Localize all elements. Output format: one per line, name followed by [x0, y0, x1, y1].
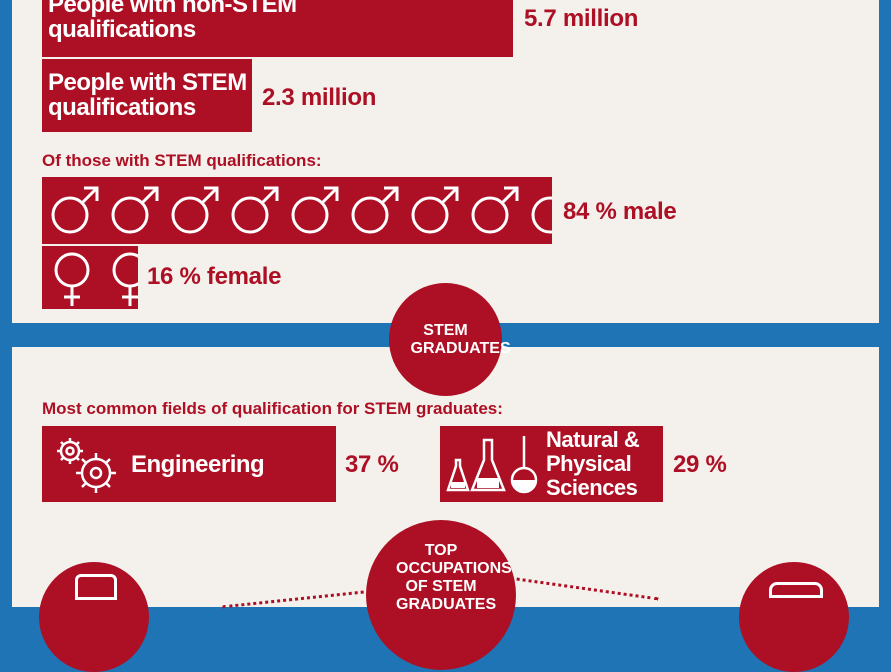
gears-icon — [57, 438, 116, 493]
engineering-value: 37 % — [345, 451, 399, 478]
male-symbol-icon — [531, 196, 552, 234]
dotted-connector-left — [222, 588, 382, 609]
male-symbol-icon — [111, 186, 159, 234]
stem-bar: People with STEM qualifications — [42, 59, 252, 132]
engineering-bar: Engineering — [42, 426, 336, 502]
occupation-left-icon — [75, 574, 117, 600]
sciences-value: 29 % — [673, 451, 727, 478]
fields-heading: Most common fields of qualification for … — [42, 399, 503, 418]
flasks-icon — [446, 436, 538, 494]
top-occupations-badge-text: TOP OCCUPATIONS OF STEM GRADUATES — [396, 542, 512, 613]
engineering-label: Engineering — [131, 451, 265, 478]
stem-qualifications-panel: People with non-STEM qualifications 5.7 … — [12, 0, 879, 323]
male-symbol-icon — [351, 186, 399, 234]
stem-value: 2.3 million — [262, 84, 377, 111]
female-bar — [42, 246, 138, 309]
right-occupation-circle — [739, 562, 849, 672]
stem-graduates-badge-text: STEM GRADUATES — [410, 321, 511, 357]
female-symbol-icon — [112, 252, 138, 306]
stem-label: People with STEM qualifications — [48, 69, 247, 121]
male-share-value: 84 % male — [563, 198, 677, 225]
male-symbol-icon — [471, 186, 519, 234]
top-occupations-badge: TOP OCCUPATIONS OF STEM GRADUATES — [366, 520, 516, 670]
occupation-right-icon — [769, 582, 823, 598]
male-icons — [51, 186, 552, 234]
gender-heading: Of those with STEM qualifications: — [42, 151, 322, 170]
female-symbol-icon — [54, 252, 90, 306]
stem-graduates-badge: STEM GRADUATES — [389, 283, 511, 396]
non-stem-value: 5.7 million — [524, 5, 639, 32]
male-symbol-icon — [231, 186, 279, 234]
sciences-bar: Natural & Physical Sciences — [440, 426, 663, 502]
male-bar — [42, 177, 552, 244]
male-symbol-icon — [51, 186, 99, 234]
sciences-label: Natural & Physical Sciences — [546, 427, 640, 500]
female-share-value: 16 % female — [147, 263, 282, 290]
female-icons — [54, 252, 138, 306]
male-symbol-icon — [171, 186, 219, 234]
left-occupation-circle — [39, 562, 149, 672]
non-stem-bar: People with non-STEM qualifications — [42, 0, 513, 57]
dotted-connector-right — [509, 576, 659, 601]
male-symbol-icon — [291, 186, 339, 234]
male-symbol-icon — [411, 186, 459, 234]
non-stem-label: People with non-STEM qualifications — [48, 0, 297, 43]
